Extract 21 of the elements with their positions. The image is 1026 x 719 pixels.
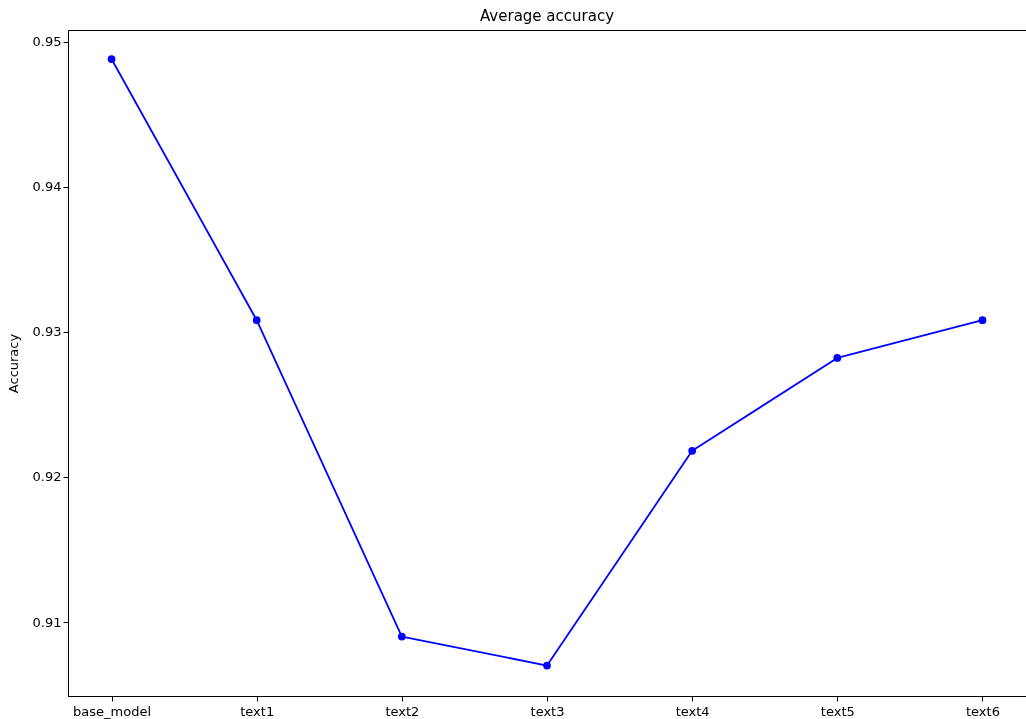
x-tick-label: text6 (965, 703, 1000, 719)
x-tick-label: text5 (820, 703, 855, 719)
x-tick-label: text1 (240, 703, 275, 719)
point (107, 55, 116, 63)
x-tick-label: text3 (530, 703, 565, 719)
point (543, 661, 551, 670)
y-tick-label: 0.92 (32, 469, 62, 485)
y-tick-label: 0.94 (32, 179, 62, 195)
point (833, 354, 842, 362)
y-tick-label: 0.95 (32, 34, 62, 50)
x-tick-label: text2 (385, 703, 420, 719)
y-axis-title: Accuracy (5, 333, 21, 394)
point (252, 316, 261, 325)
x-tick-label: text4 (675, 703, 710, 719)
x-tick-label: base_model (73, 703, 152, 719)
point (397, 632, 406, 641)
chart-title: Average accuracy (479, 7, 615, 25)
point (978, 316, 987, 325)
y-tick-label: 0.93 (32, 324, 62, 340)
y-tick-label: 0.91 (32, 614, 62, 630)
point (688, 446, 697, 455)
